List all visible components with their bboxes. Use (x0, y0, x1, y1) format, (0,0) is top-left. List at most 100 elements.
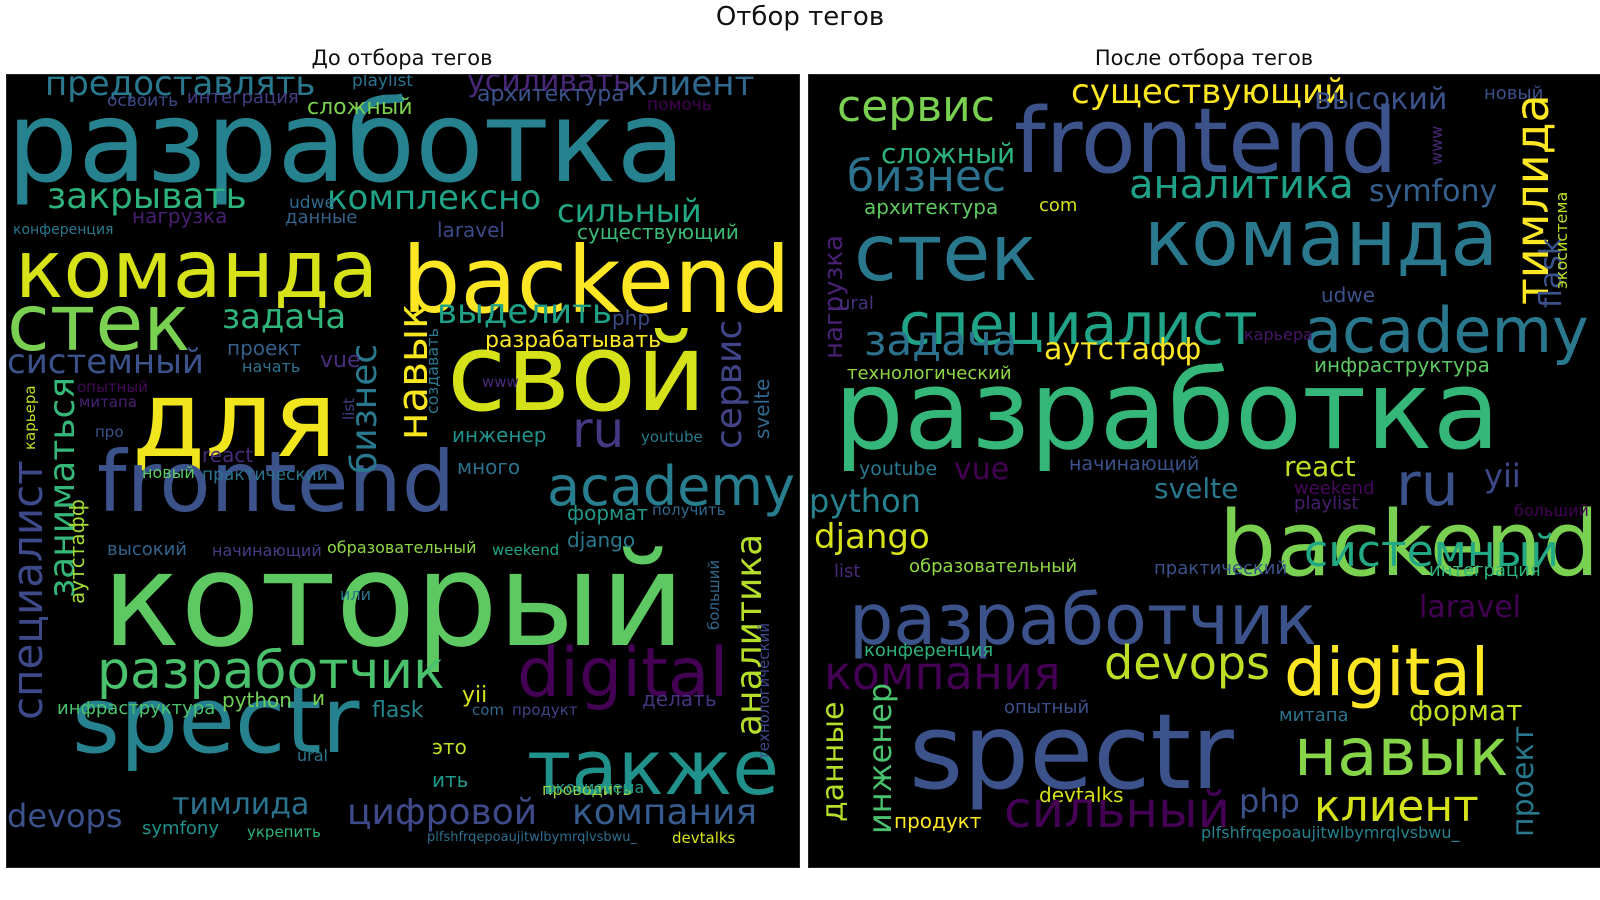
word: существующий (577, 220, 739, 244)
word: продукт (512, 701, 578, 719)
word: архитектура (477, 82, 625, 107)
word: com (1039, 195, 1078, 216)
word: academy (547, 455, 795, 518)
word: задача (864, 316, 1018, 365)
word: высокий (107, 539, 187, 560)
word: vue (954, 452, 1010, 487)
word: frontend (1014, 89, 1398, 194)
word: youtube (641, 428, 703, 446)
word: свой (447, 311, 707, 436)
word: devops (1104, 636, 1271, 690)
word: аутстафф (1044, 332, 1202, 367)
word: сервис (709, 319, 750, 449)
word: компания (572, 792, 758, 833)
word: нагрузка (132, 204, 228, 228)
word: www (482, 373, 519, 391)
word: архитектура (864, 195, 999, 219)
word: начинающий (1069, 453, 1200, 475)
word: backend (402, 227, 791, 334)
word: системный (1304, 526, 1559, 577)
word: больший (1514, 501, 1589, 520)
word: который (102, 524, 685, 676)
word: react (202, 443, 254, 467)
word: ить (432, 768, 469, 792)
word: svelte (750, 379, 774, 440)
word: тимлида (172, 787, 310, 822)
word: системный (7, 342, 205, 382)
word: backend (1219, 492, 1600, 597)
word: laravel (1419, 590, 1521, 625)
panel-left-title: До отбора тегов (311, 46, 493, 70)
word: аналитика (1129, 162, 1354, 208)
word: devops (7, 797, 123, 835)
word: weekend (492, 541, 560, 559)
word: предоставлять (45, 74, 316, 104)
word: ru (572, 401, 625, 459)
word: выделить (437, 292, 612, 332)
word: карьера (21, 385, 39, 451)
word: комплексно (327, 178, 542, 218)
word: разработка (834, 346, 1501, 474)
word: высокий (1314, 82, 1448, 117)
word: udwe (289, 193, 335, 213)
word: стек (854, 209, 1038, 299)
word: digital (517, 634, 729, 713)
word: plfshfrqepoaujitwlbymrqlvsbwu_ (1201, 823, 1460, 842)
word: django (567, 528, 636, 552)
word: сильный (557, 192, 702, 230)
figure-title: Отбор тегов (715, 2, 885, 32)
word: образовательный (909, 556, 1078, 577)
word: разработка (7, 78, 686, 208)
word: и (312, 686, 325, 710)
word: playlist (1294, 493, 1359, 514)
word: задача (222, 297, 347, 337)
word: опытный (77, 378, 148, 396)
word: list (340, 398, 358, 421)
word: продукт (894, 809, 982, 833)
word: митапа (79, 393, 137, 411)
word: flask (372, 698, 424, 723)
word: разработчик (97, 641, 445, 701)
word: spectr (72, 667, 360, 774)
word: svelte (1154, 472, 1239, 505)
word: playlist (352, 74, 413, 91)
word: начинающий (212, 541, 322, 560)
word: технологический (847, 363, 1012, 384)
word: практический (1154, 558, 1288, 579)
word: инженер (452, 423, 547, 447)
word: vue (320, 348, 361, 373)
word: создавать (423, 328, 442, 415)
word: аутстафф (65, 499, 89, 605)
word: команда (1144, 194, 1499, 284)
word: symfony (1369, 174, 1498, 209)
word: ural (297, 746, 328, 765)
word: клиент (627, 74, 755, 104)
word: или (340, 585, 372, 604)
word: youtube (859, 458, 938, 480)
word: образовательный (327, 538, 477, 557)
word: yii (462, 683, 488, 708)
word: делать (642, 687, 717, 711)
word: клиент (1314, 781, 1479, 832)
word: devtalks (672, 829, 736, 847)
word: python (222, 688, 292, 712)
word: экосистема (547, 778, 645, 797)
word: сервис (837, 81, 995, 132)
word: формат (567, 501, 649, 525)
wordcloud-after: сервис существующий высокий новый frontend ти… (808, 74, 1600, 868)
word: цифровой (347, 792, 538, 833)
word: сильный (1004, 781, 1231, 839)
word: сложный (881, 137, 1016, 170)
word: python (809, 482, 921, 520)
word: усиливать (467, 74, 631, 99)
word: php (1239, 782, 1300, 820)
word: academy (1304, 294, 1589, 367)
word: карьера (1244, 325, 1313, 344)
word: для (132, 358, 337, 481)
word: разработчик (849, 579, 1317, 661)
word: новый (1484, 83, 1544, 104)
word: опытный (1004, 697, 1090, 718)
word: сложный (307, 95, 413, 120)
word: laravel (437, 218, 505, 242)
word: бизнес (847, 151, 1007, 202)
